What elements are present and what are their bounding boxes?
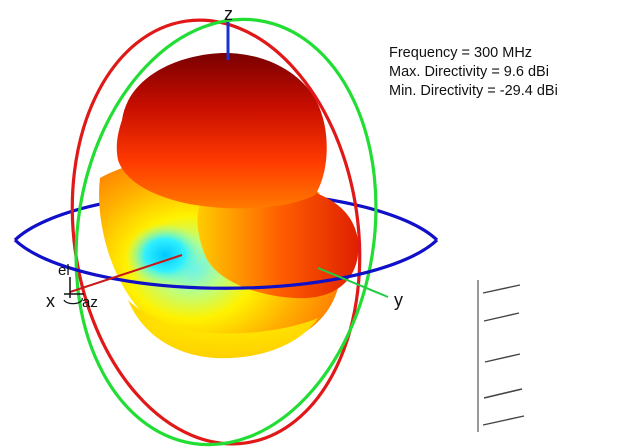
az-el-indicator [63, 277, 84, 305]
x-axis-label: x [46, 291, 55, 311]
pattern-bottom-lobe [128, 300, 318, 359]
azimuth-circle-front [13, 238, 439, 290]
radiation-pattern-surface [99, 52, 359, 359]
min-directivity-label: Min. Directivity = -29.4 dBi [389, 83, 558, 99]
y-axis [317, 267, 389, 298]
el-label: el [58, 262, 70, 279]
pattern-top-lobe [116, 52, 327, 209]
x-axis [69, 254, 183, 293]
max-directivity-label: Max. Directivity = 9.6 dBi [389, 64, 549, 80]
frequency-label: Frequency = 300 MHz [389, 45, 533, 61]
colorbar-partial [477, 280, 525, 432]
pattern-info-box: Frequency = 300 MHz Max. Directivity = 9… [389, 44, 558, 101]
y-axis-label: y [394, 290, 403, 310]
elevation-circle-green [74, 17, 378, 447]
z-axis-label: z [224, 4, 233, 24]
pattern-right-lobe [197, 185, 359, 299]
az-label: az [82, 294, 98, 311]
pattern-null-region [125, 223, 205, 287]
